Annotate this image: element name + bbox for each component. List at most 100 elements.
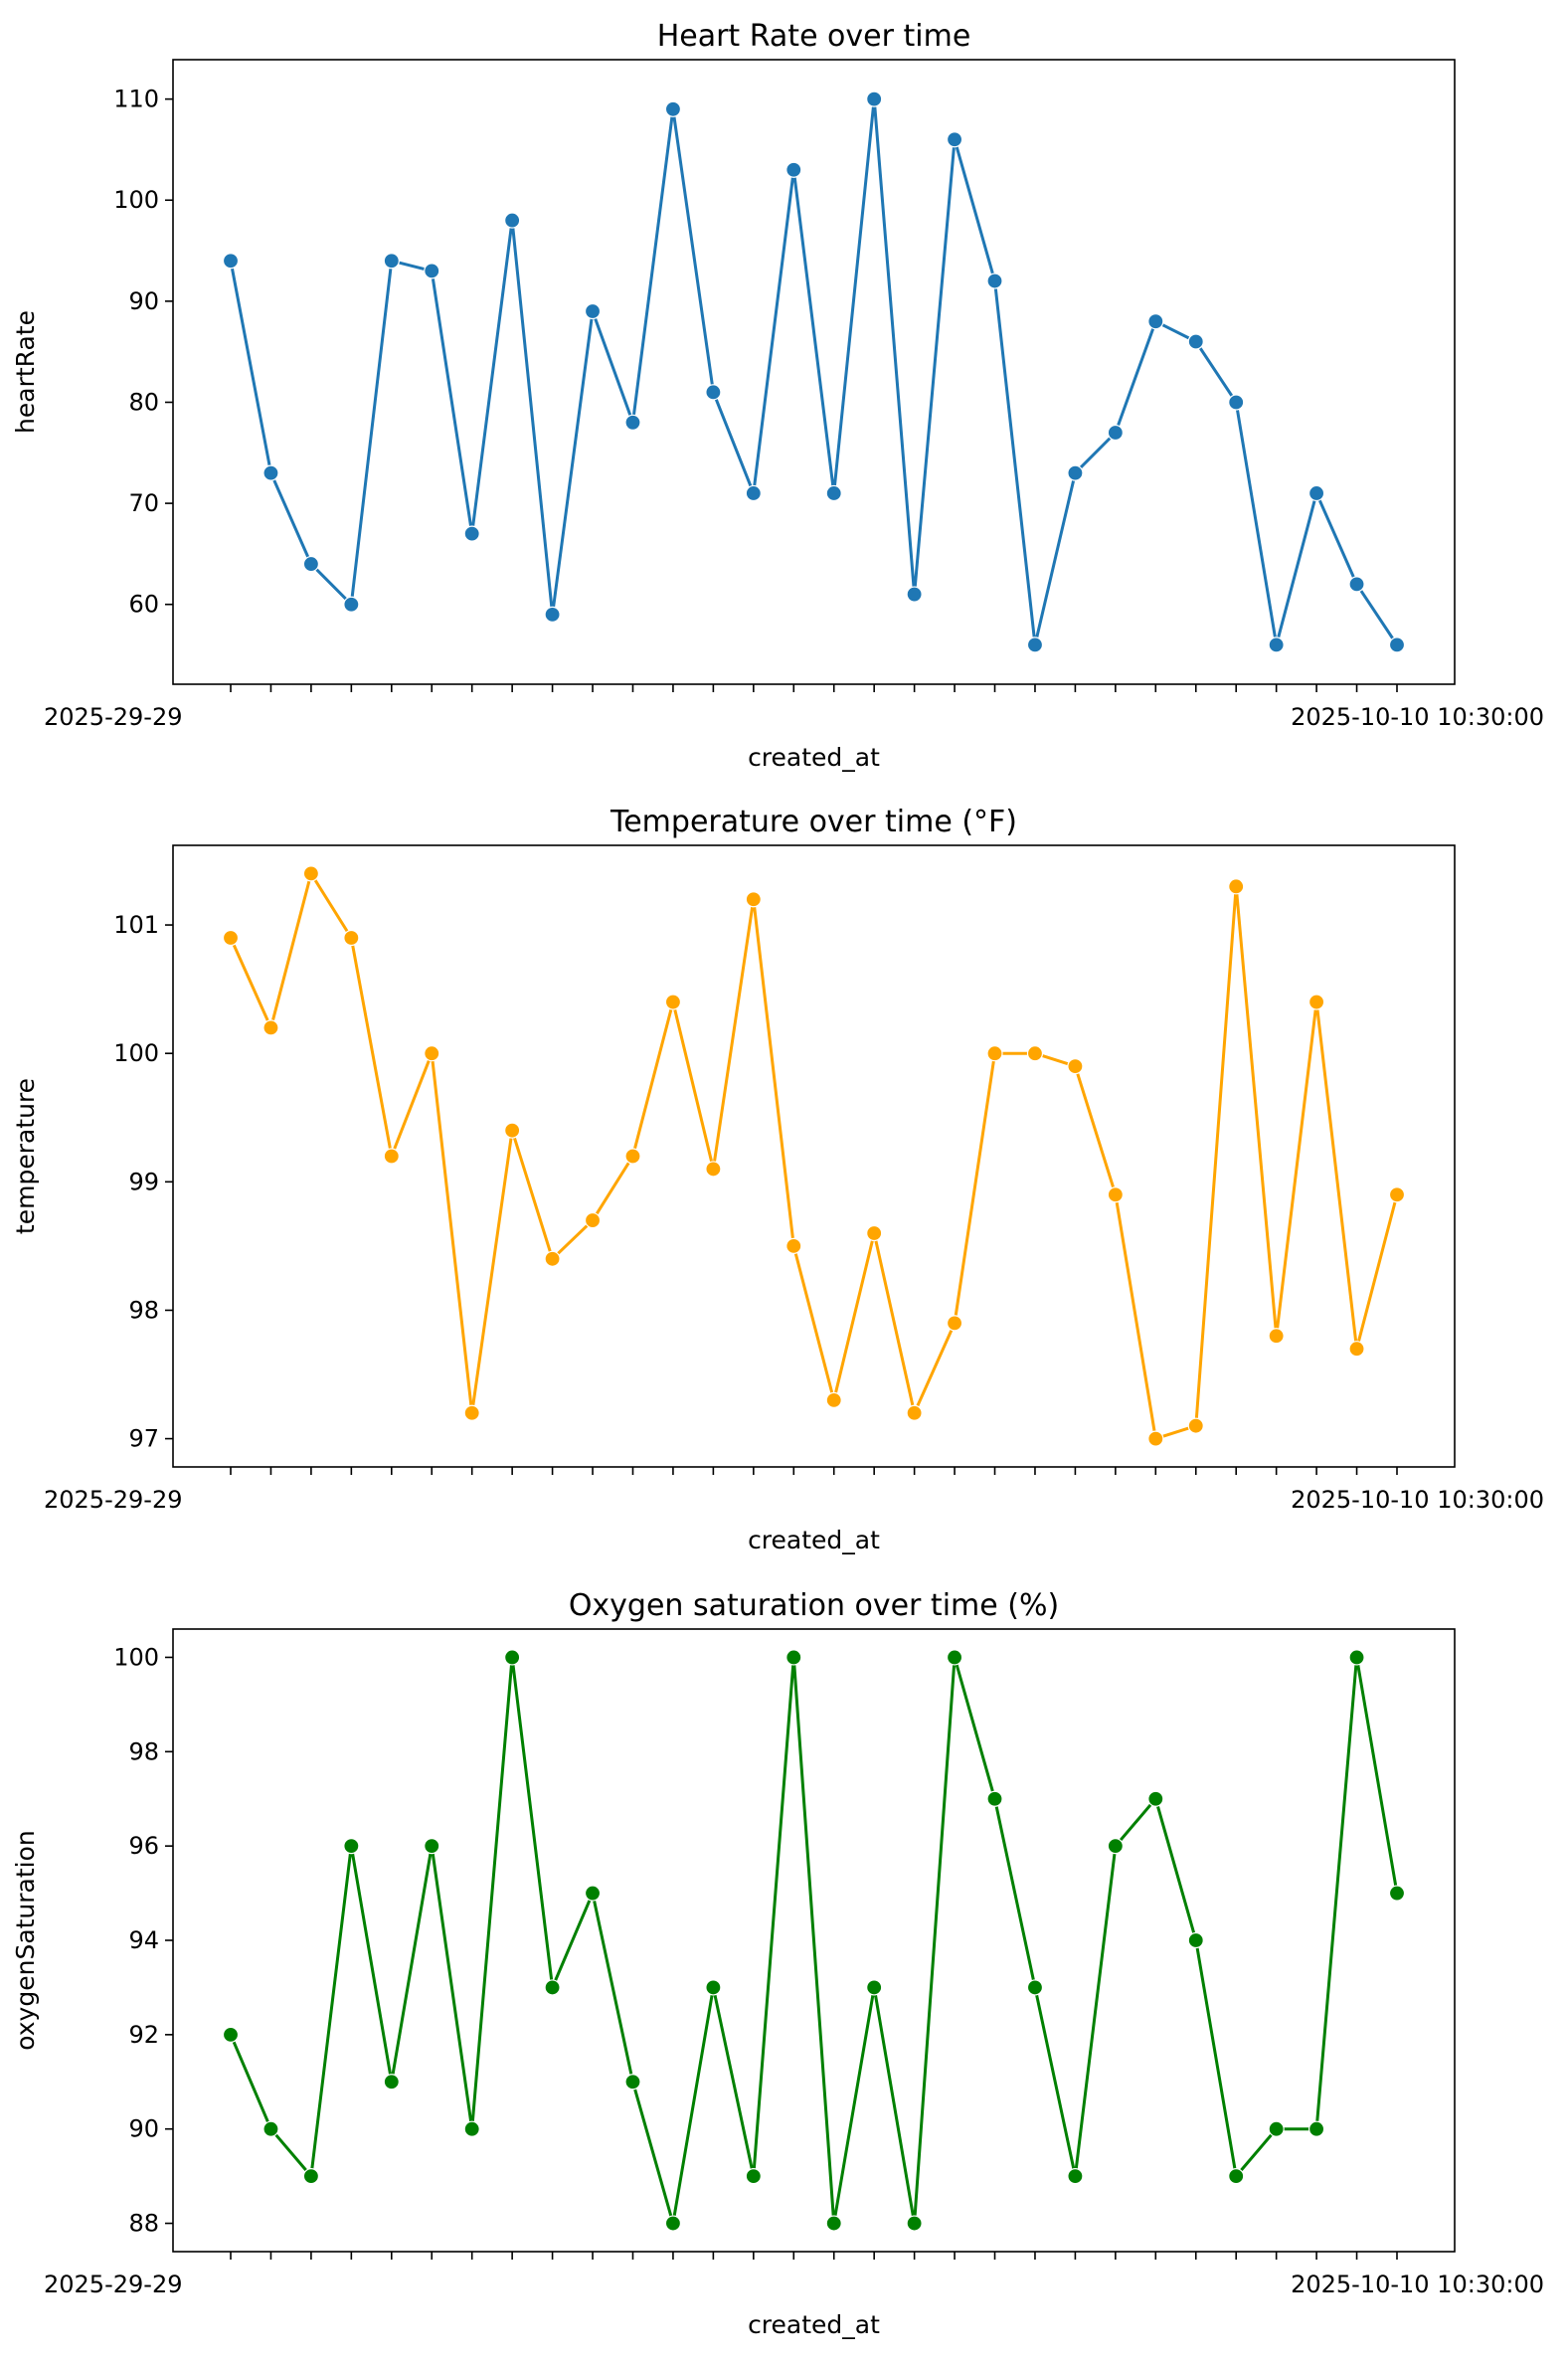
- data-point: [624, 2074, 641, 2091]
- data-point: [463, 525, 480, 542]
- data-point: [383, 253, 400, 270]
- data-point: [906, 1404, 923, 1421]
- data-point: [544, 606, 561, 623]
- data-point: [222, 929, 240, 947]
- y-tick-label: 100: [113, 186, 159, 214]
- chart-title: Oxygen saturation over time (%): [569, 1588, 1059, 1623]
- y-tick-label: 98: [128, 1737, 159, 1765]
- data-point: [1388, 1186, 1406, 1203]
- data-point: [906, 2215, 923, 2232]
- data-point: [1228, 394, 1245, 411]
- data-point: [584, 302, 602, 320]
- y-tick-label: 70: [128, 489, 159, 517]
- data-point: [664, 100, 682, 117]
- series-line: [229, 97, 1399, 646]
- data-point: [986, 1045, 1003, 1062]
- chart-title: Temperature over time (°F): [610, 805, 1017, 839]
- data-point: [504, 1122, 521, 1139]
- data-point: [383, 1148, 400, 1165]
- data-point: [463, 1404, 480, 1421]
- data-point: [302, 555, 320, 573]
- data-point: [424, 263, 440, 279]
- data-point: [1147, 1430, 1164, 1447]
- data-point: [383, 2074, 400, 2091]
- data-point: [504, 1649, 521, 1666]
- x-axis-label: created_at: [748, 1526, 880, 1554]
- data-point: [1187, 1417, 1204, 1434]
- x-tick-label-last: 2025-10-10 10:30:00: [1291, 1486, 1544, 1514]
- temperature-chart: Temperature over time (°F) temperature 97 9…: [11, 805, 1544, 1554]
- data-point: [262, 1019, 279, 1036]
- data-point: [1147, 313, 1164, 330]
- data-point: [745, 2168, 762, 2185]
- data-point: [343, 929, 360, 947]
- data-point: [986, 1790, 1003, 1807]
- x-axis-label: created_at: [748, 2310, 880, 2339]
- data-point: [785, 161, 802, 178]
- data-point: [946, 1649, 963, 1666]
- x-axis-label: created_at: [748, 743, 880, 772]
- y-tick-label: 90: [128, 287, 159, 315]
- series-line: [229, 1656, 1399, 2225]
- data-point: [1307, 484, 1325, 502]
- data-point: [745, 891, 762, 908]
- data-point: [1268, 1328, 1285, 1345]
- data-point: [343, 596, 360, 613]
- data-point: [1348, 576, 1365, 593]
- data-point: [424, 1838, 440, 1855]
- data-point: [544, 1979, 561, 1996]
- data-point: [866, 1224, 883, 1242]
- y-tick-label: 80: [128, 388, 159, 416]
- data-point: [302, 2168, 320, 2185]
- y-axis-label: heartRate: [11, 310, 40, 434]
- data-point: [946, 131, 963, 148]
- data-point: [262, 2120, 279, 2137]
- data-point: [785, 1649, 802, 1666]
- data-point: [1187, 333, 1204, 350]
- data-point: [624, 414, 641, 431]
- data-point: [1228, 878, 1245, 895]
- data-point: [1348, 1341, 1365, 1358]
- chart-title: Heart Rate over time: [657, 19, 971, 54]
- data-point: [1307, 2120, 1325, 2137]
- data-point: [1026, 637, 1044, 653]
- data-point: [1107, 424, 1124, 442]
- data-point: [504, 212, 521, 229]
- y-tick-label: 96: [128, 1832, 159, 1860]
- data-point: [664, 2215, 682, 2232]
- series-line: [229, 871, 1399, 1441]
- y-axis-label: temperature: [11, 1078, 40, 1234]
- data-point: [463, 2120, 480, 2137]
- data-point: [584, 1885, 602, 1902]
- data-point: [785, 1237, 802, 1254]
- data-point: [1268, 2120, 1285, 2137]
- x-tick-label-first: 2025-29-29: [44, 703, 182, 731]
- data-point: [424, 1045, 440, 1062]
- data-point: [705, 1979, 722, 1996]
- y-tick-label: 88: [128, 2210, 159, 2238]
- data-point: [222, 253, 240, 270]
- data-point: [1388, 1885, 1406, 1902]
- y-tick-label: 98: [128, 1296, 159, 1324]
- data-point: [986, 273, 1003, 289]
- data-point: [584, 1211, 602, 1229]
- data-point: [705, 1161, 722, 1178]
- y-tick-label: 97: [128, 1425, 159, 1453]
- x-tick-label-last: 2025-10-10 10:30:00: [1291, 2271, 1544, 2298]
- data-point: [624, 1148, 641, 1165]
- oxygen-saturation-chart: Oxygen saturation over time (%) oxygenSat…: [11, 1588, 1544, 2339]
- data-point: [1026, 1045, 1044, 1062]
- data-point: [544, 1250, 561, 1267]
- plot-frame: [172, 844, 1456, 1468]
- data-point: [1067, 1058, 1084, 1075]
- data-point: [1228, 2168, 1245, 2185]
- data-point: [222, 2026, 240, 2043]
- y-tick-label: 100: [113, 1039, 159, 1067]
- data-point: [343, 1838, 360, 1855]
- data-point: [664, 994, 682, 1010]
- y-tick-label: 92: [128, 2021, 159, 2049]
- data-point: [1187, 1931, 1204, 1949]
- y-tick-label: 100: [113, 1643, 159, 1671]
- data-point: [1268, 637, 1285, 653]
